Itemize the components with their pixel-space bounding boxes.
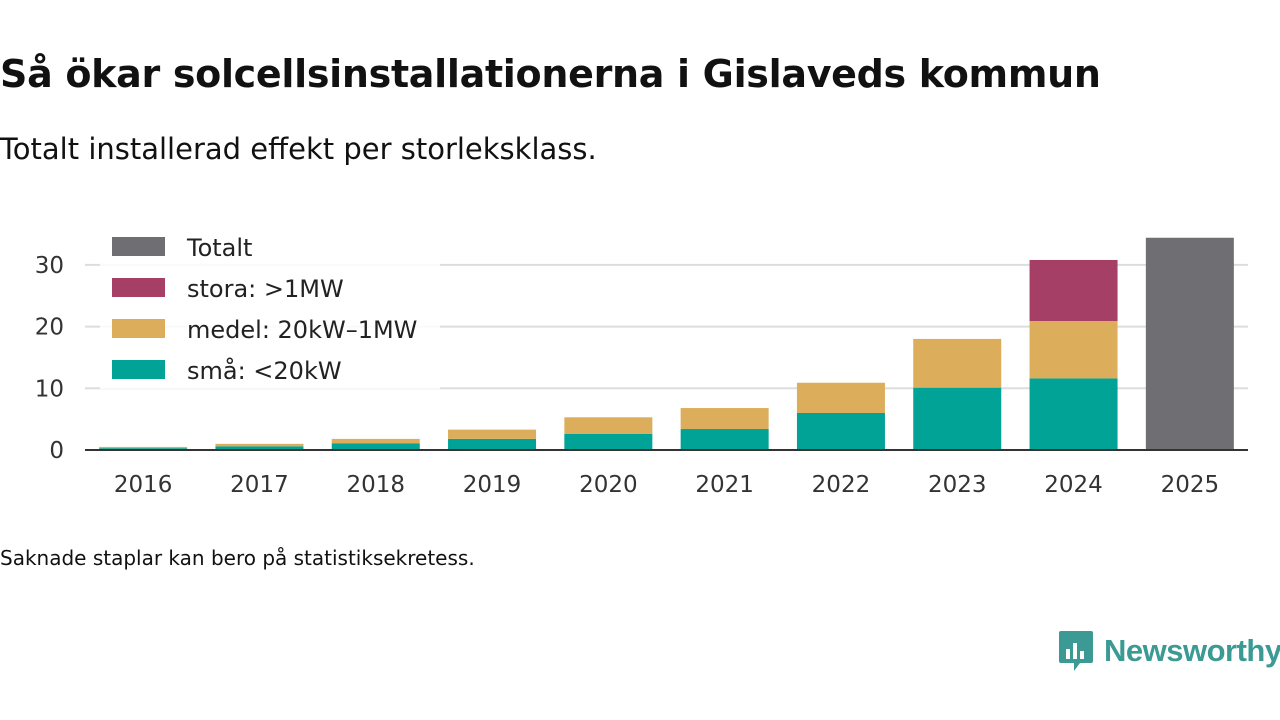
bar-2018-series-1 — [331, 438, 420, 444]
bar-2021-series-1 — [680, 408, 769, 430]
legend-label-2: medel: 20kW–1MW — [187, 316, 417, 344]
x-tick-label-2022: 2022 — [812, 472, 871, 498]
x-tick-label-2023: 2023 — [928, 472, 987, 498]
x-tick-label-2024: 2024 — [1044, 472, 1103, 498]
footnote: Saknade staplar kan bero på statistiksek… — [0, 546, 475, 570]
y-tick-label-30: 30 — [35, 253, 64, 279]
bar-2024-series-1 — [1029, 321, 1118, 379]
chart-subtitle: Totalt installerad effekt per storlekskl… — [0, 132, 597, 166]
bar-2022-series-1 — [796, 382, 885, 413]
bar-2016-series-1 — [99, 446, 188, 449]
x-tick-label-2025: 2025 — [1161, 472, 1220, 498]
legend-swatch-0 — [112, 237, 165, 256]
legend-swatch-2 — [112, 319, 165, 338]
bar-2017-series-1 — [215, 443, 304, 447]
bar-2017-series-0 — [215, 446, 304, 450]
legend-swatch-1 — [112, 278, 165, 297]
brand-logo[interactable]: Newsworthy — [1058, 628, 1280, 674]
x-tick-label-2017: 2017 — [230, 472, 289, 498]
stacked-bar-chart: 0 10 20 30 2016 2017 2018 2019 2020 2021 2022 2023 2… — [35, 229, 1248, 498]
y-tick-label-20: 20 — [35, 315, 64, 341]
legend-swatch-3 — [112, 360, 165, 379]
x-tick-label-2021: 2021 — [695, 472, 754, 498]
bar-2019-series-0 — [448, 438, 537, 450]
y-tick-label-10: 10 — [35, 376, 64, 402]
bar-2019-series-1 — [448, 429, 537, 439]
chart-title: Så ökar solcellsinstallationerna i Gisla… — [0, 52, 1101, 96]
bar-2023-series-1 — [913, 338, 1002, 388]
bar-2018-series-0 — [331, 443, 420, 450]
bar-2020-series-0 — [564, 433, 653, 450]
bar-2022-series-0 — [796, 412, 885, 450]
y-tick-label-0: 0 — [49, 438, 64, 464]
bar-2025-series-3 — [1145, 237, 1234, 450]
x-tick-label-2016: 2016 — [114, 472, 173, 498]
x-tick-label-2019: 2019 — [463, 472, 522, 498]
legend-label-0: Totalt — [186, 234, 252, 262]
legend-label-1: stora: >1MW — [187, 275, 344, 303]
bar-2024-series-0 — [1029, 378, 1118, 450]
bar-2024-series-2 — [1029, 259, 1118, 322]
bar-2020-series-1 — [564, 417, 653, 434]
x-tick-label-2018: 2018 — [346, 472, 405, 498]
x-tick-label-2020: 2020 — [579, 472, 638, 498]
legend-label-3: små: <20kW — [187, 356, 342, 385]
bar-2023-series-0 — [913, 387, 1002, 450]
newsworthy-logo-icon — [1059, 631, 1093, 671]
brand-name: Newsworthy — [1104, 633, 1280, 668]
bar-2021-series-0 — [680, 429, 769, 450]
